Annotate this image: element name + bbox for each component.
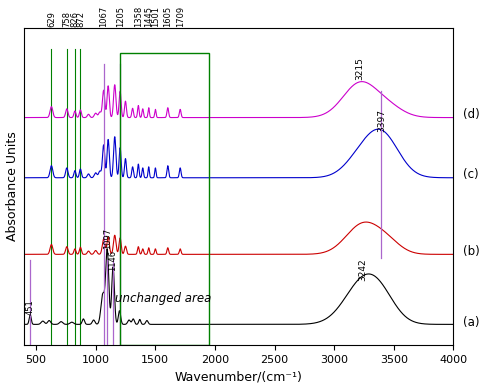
Text: 629: 629 [47, 11, 56, 27]
X-axis label: Wavenumber/(cm⁻¹): Wavenumber/(cm⁻¹) [175, 370, 302, 384]
Bar [120, 53, 209, 345]
Text: (a): (a) [463, 316, 479, 329]
Text: 1097: 1097 [103, 228, 112, 249]
Text: 451: 451 [26, 299, 35, 315]
Text: 1067: 1067 [99, 5, 108, 27]
Text: 3397: 3397 [377, 109, 386, 132]
Text: (b): (b) [463, 245, 480, 258]
Text: 826: 826 [70, 11, 79, 27]
Text: 1501: 1501 [151, 6, 160, 27]
Text: 1605: 1605 [163, 5, 172, 27]
Text: 3242: 3242 [359, 258, 367, 280]
Text: 872: 872 [76, 11, 85, 27]
Y-axis label: Absorbance Units: Absorbance Units [5, 131, 18, 242]
Text: 1146: 1146 [108, 250, 118, 271]
Text: 1445: 1445 [144, 6, 153, 27]
Text: (c): (c) [463, 168, 479, 181]
Text: (d): (d) [463, 108, 480, 121]
Text: 758: 758 [62, 11, 71, 27]
Text: 3215: 3215 [355, 57, 364, 80]
Text: 1205: 1205 [116, 6, 124, 27]
Text: unchanged area: unchanged area [115, 292, 212, 305]
Text: 1709: 1709 [176, 5, 185, 27]
Text: 1358: 1358 [134, 5, 143, 27]
